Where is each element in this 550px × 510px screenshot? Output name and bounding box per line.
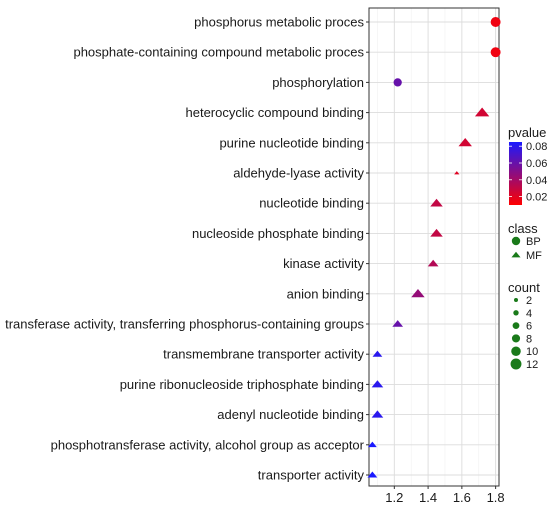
x-tick-label: 1.6	[453, 490, 471, 505]
data-point-triangle	[454, 171, 460, 175]
y-tick-label: phosphorus metabolic proces	[194, 15, 364, 30]
legend-key-size	[513, 310, 519, 316]
legend-label-class: MF	[526, 250, 542, 262]
y-tick-label: heterocyclic compound binding	[186, 105, 365, 120]
x-tick-label: 1.2	[385, 490, 403, 505]
colorbar-label: 0.06	[526, 158, 547, 170]
pvalue-colorbar	[509, 142, 522, 205]
legend-key-size	[513, 297, 519, 303]
data-point-triangle	[430, 198, 443, 207]
x-axis: 1.2 1.4 1.6 1.8	[385, 486, 505, 505]
y-tick-label: transferase activity, transferring phosp…	[5, 317, 364, 332]
y-tick-label: transporter activity	[258, 468, 365, 483]
colorbar-label: 0.02	[526, 192, 547, 204]
data-point-triangle	[411, 288, 425, 298]
legend-key-size	[511, 346, 521, 356]
legend-label-count: 2	[526, 295, 532, 307]
legend-label-class: BP	[526, 236, 541, 248]
data-point-triangle	[458, 137, 472, 147]
legend-key-triangle	[511, 251, 521, 258]
y-tick-label: aldehyde-lyase activity	[233, 166, 364, 181]
y-tick-label: phosphate-containing compound metabolic …	[73, 45, 364, 60]
legend-label-count: 10	[526, 346, 538, 358]
legend-key-size	[510, 358, 522, 370]
panel-background	[369, 8, 499, 486]
panel-border	[368, 7, 500, 487]
legend-key-size	[511, 334, 521, 343]
data-point-triangle	[371, 380, 384, 388]
colorbar-label: 0.04	[526, 175, 547, 187]
y-axis-labels: phosphorus metabolic proces phosphate-con…	[5, 15, 369, 483]
legend-key-size	[512, 322, 520, 329]
data-point-triangle	[367, 471, 378, 478]
data-point-triangle	[371, 410, 384, 418]
y-tick-label: transmembrane transporter activity	[163, 347, 364, 362]
x-tick-label: 1.4	[419, 490, 437, 505]
data-point-circle	[490, 47, 501, 58]
data-point-triangle	[372, 350, 383, 357]
data-point-circle	[393, 78, 402, 87]
data-points	[367, 17, 501, 478]
y-tick-label: nucleoside phosphate binding	[192, 226, 364, 241]
legend-title-class: class	[508, 221, 538, 236]
y-tick-label: adenyl nucleotide binding	[217, 407, 364, 422]
y-tick-label: nucleotide binding	[259, 196, 364, 211]
y-tick-label: purine nucleotide binding	[219, 135, 364, 150]
x-tick-label: 1.8	[487, 490, 505, 505]
legend-label-count: 12	[526, 359, 538, 371]
data-point-triangle	[427, 259, 439, 267]
plot-panel	[368, 7, 500, 487]
y-tick-label: kinase activity	[283, 256, 364, 271]
y-tick-label: purine ribonucleoside triphosphate bindi…	[120, 377, 364, 392]
data-point-triangle	[474, 107, 490, 117]
y-tick-label: phosphotransferase activity, alcohol gro…	[51, 437, 365, 452]
legend-title-pvalue: pvalue	[508, 125, 546, 140]
data-point-triangle	[392, 320, 404, 327]
legend-label-count: 8	[526, 333, 532, 345]
legend-label-count: 6	[526, 321, 532, 333]
y-tick-label: phosphorylation	[272, 75, 364, 90]
y-tick-label: anion binding	[287, 286, 364, 301]
data-point-circle	[490, 17, 501, 27]
legend-title-count: count	[508, 280, 540, 295]
data-point-triangle	[367, 441, 377, 448]
legend-key-circle	[511, 236, 521, 246]
colorbar-label: 0.08	[526, 141, 547, 153]
legend-label-count: 4	[526, 308, 532, 320]
data-point-triangle	[430, 228, 443, 237]
